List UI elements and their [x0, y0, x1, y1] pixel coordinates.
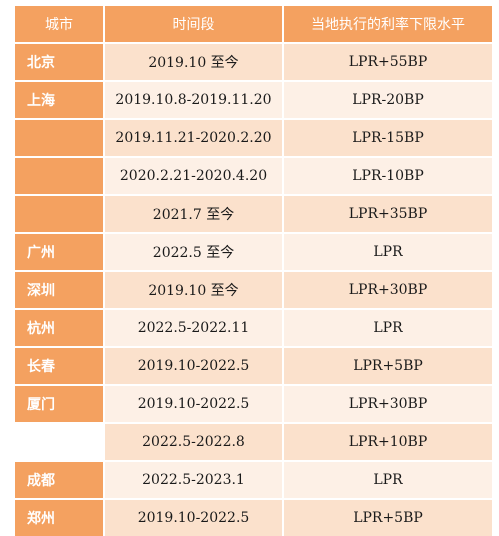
level-cell: LPR+30BP: [284, 386, 492, 422]
table-row: 厦门 2019.10-2022.5 LPR+30BP: [15, 386, 492, 422]
level-cell: LPR: [284, 234, 492, 270]
level-cell: LPR+10BP: [284, 424, 492, 460]
period-cell: 2019.11.21-2020.2.20: [105, 120, 282, 156]
header-period: 时间段: [105, 6, 282, 42]
period-cell: 2019.10-2022.5: [105, 500, 282, 536]
table-row: 长春 2019.10-2022.5 LPR+5BP: [15, 348, 492, 384]
period-cell: 2019.10-2022.5: [105, 386, 282, 422]
rate-table: 城市 时间段 当地执行的利率下限水平 北京 2019.10 至今 LPR+55B…: [15, 6, 492, 536]
level-cell: LPR+35BP: [284, 196, 492, 232]
header-city: 城市: [15, 6, 103, 42]
period-cell: 2019.10 至今: [105, 272, 282, 308]
table-row: 广州 2022.5 至今 LPR: [15, 234, 492, 270]
city-cell: 北京: [15, 44, 103, 80]
city-cell: [15, 424, 103, 460]
period-cell: 2019.10-2022.5: [105, 348, 282, 384]
table-row: 2019.11.21-2020.2.20 LPR-15BP: [15, 120, 492, 156]
level-cell: LPR+5BP: [284, 500, 492, 536]
table-row: 2020.2.21-2020.4.20 LPR-10BP: [15, 158, 492, 194]
table-row: 成都 2022.5-2023.1 LPR: [15, 462, 492, 498]
table-row: 杭州 2022.5-2022.11 LPR: [15, 310, 492, 346]
city-cell: [15, 120, 103, 156]
level-cell: LPR: [284, 310, 492, 346]
period-cell: 2019.10.8-2019.11.20: [105, 82, 282, 118]
city-cell: 郑州: [15, 500, 103, 536]
city-cell: 广州: [15, 234, 103, 270]
table-row: 2021.7 至今 LPR+35BP: [15, 196, 492, 232]
period-cell: 2020.2.21-2020.4.20: [105, 158, 282, 194]
period-cell: 2022.5-2023.1: [105, 462, 282, 498]
period-cell: 2022.5-2022.11: [105, 310, 282, 346]
level-cell: LPR: [284, 462, 492, 498]
level-cell: LPR-10BP: [284, 158, 492, 194]
level-cell: LPR-15BP: [284, 120, 492, 156]
table-row: 2022.5-2022.8 LPR+10BP: [15, 424, 492, 460]
period-cell: 2019.10 至今: [105, 44, 282, 80]
table-row: 北京 2019.10 至今 LPR+55BP: [15, 44, 492, 80]
period-cell: 2022.5 至今: [105, 234, 282, 270]
header-level: 当地执行的利率下限水平: [284, 6, 492, 42]
city-cell: 深圳: [15, 272, 103, 308]
level-cell: LPR-20BP: [284, 82, 492, 118]
level-cell: LPR+5BP: [284, 348, 492, 384]
city-cell: 厦门: [15, 386, 103, 422]
city-cell: [15, 158, 103, 194]
city-cell: 上海: [15, 82, 103, 118]
table-row: 深圳 2019.10 至今 LPR+30BP: [15, 272, 492, 308]
period-cell: 2022.5-2022.8: [105, 424, 282, 460]
level-cell: LPR+30BP: [284, 272, 492, 308]
level-cell: LPR+55BP: [284, 44, 492, 80]
table-row: 郑州 2019.10-2022.5 LPR+5BP: [15, 500, 492, 536]
city-cell: 杭州: [15, 310, 103, 346]
period-cell: 2021.7 至今: [105, 196, 282, 232]
city-cell: [15, 196, 103, 232]
table-header: 城市 时间段 当地执行的利率下限水平: [15, 6, 492, 42]
table-row: 上海 2019.10.8-2019.11.20 LPR-20BP: [15, 82, 492, 118]
city-cell: 长春: [15, 348, 103, 384]
city-cell: 成都: [15, 462, 103, 498]
